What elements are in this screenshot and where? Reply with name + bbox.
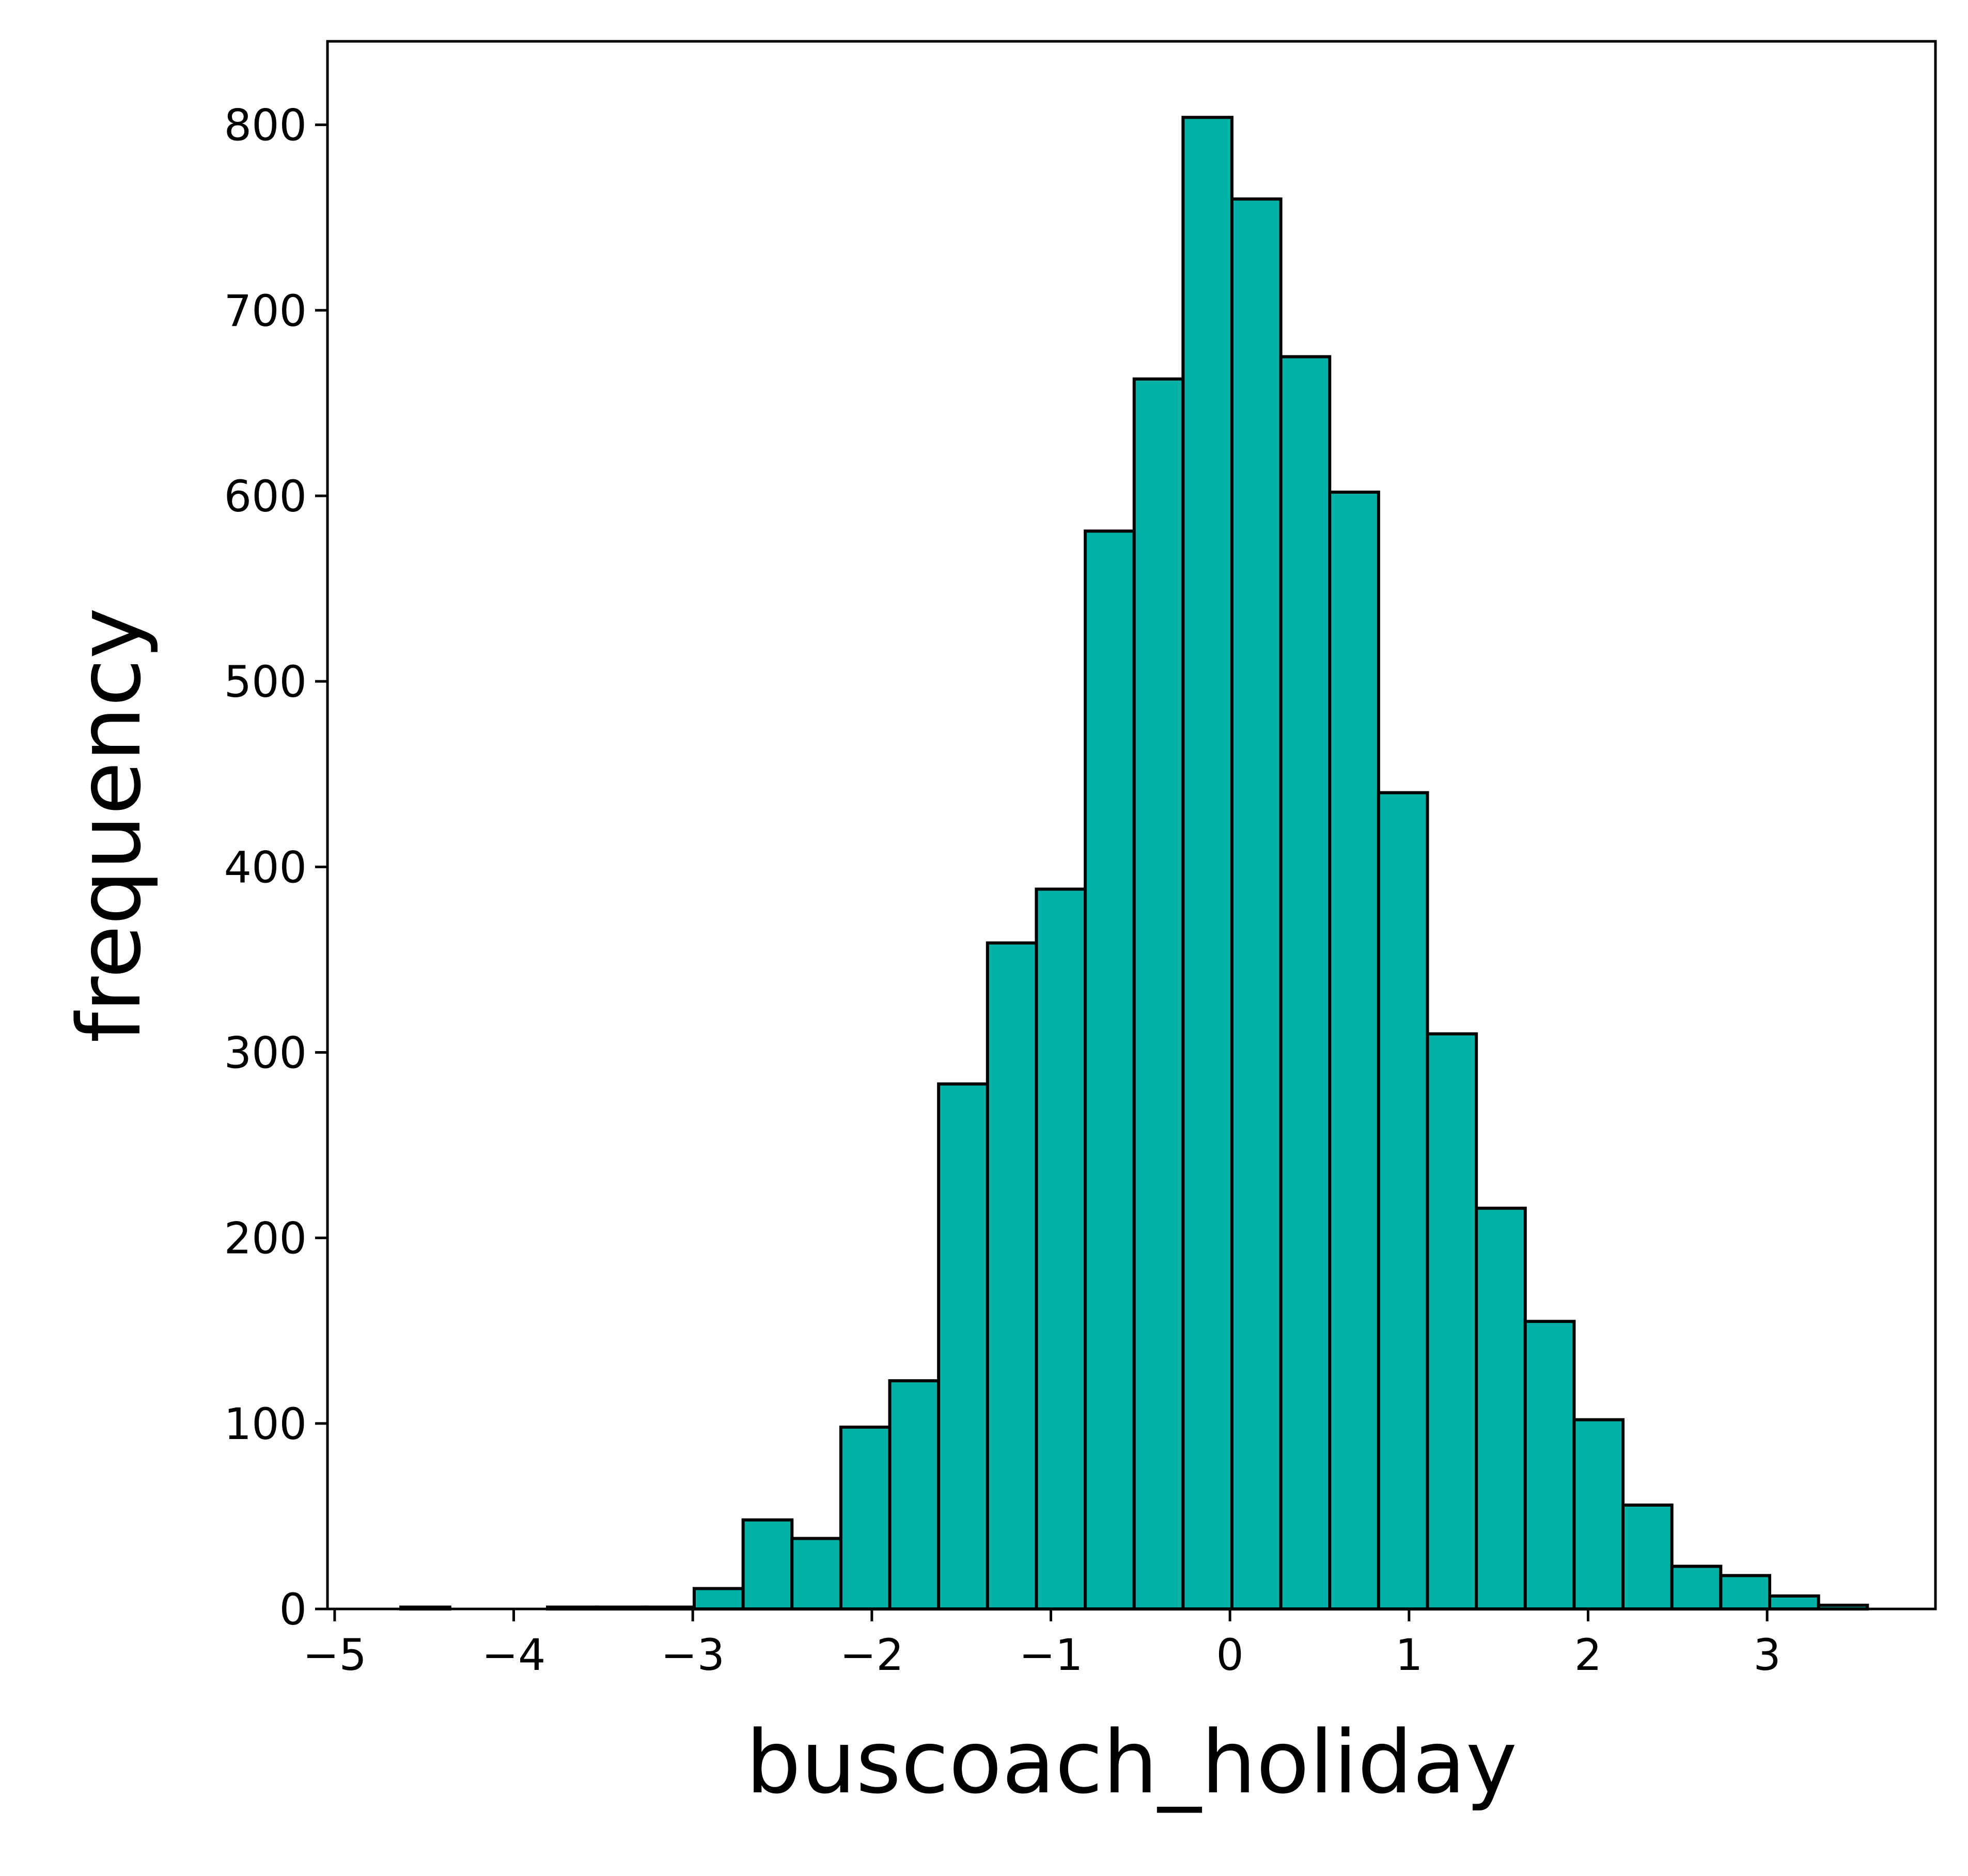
histogram-bar-18 (1279, 355, 1332, 1611)
x-tick-label: 1 (1395, 1630, 1423, 1680)
y-tick-label: 100 (224, 1399, 307, 1449)
histogram-bar-17 (1230, 197, 1283, 1611)
x-tick-label: −4 (482, 1630, 546, 1680)
x-axis: −5 −4 −3 −2 −1 0 1 2 3 (303, 1609, 1781, 1680)
x-tick-label: −5 (303, 1630, 367, 1680)
histogram-bar-25 (1621, 1503, 1674, 1611)
plot-frame (326, 40, 1937, 1611)
histogram-bar-26 (1670, 1565, 1723, 1611)
histogram-bar-7 (741, 1518, 794, 1611)
histogram-bar-6 (692, 1587, 745, 1611)
histogram-bar-21 (1426, 1032, 1478, 1611)
histogram-bar-20 (1377, 791, 1429, 1611)
x-tick-label: −2 (840, 1630, 904, 1680)
y-tick-label: 800 (224, 100, 307, 151)
histogram-bar-11 (937, 1082, 989, 1611)
histogram-bar-14 (1084, 529, 1136, 1611)
y-tick-label: 600 (224, 471, 307, 522)
histogram-bar-27 (1719, 1574, 1771, 1611)
x-tick-label: −1 (1019, 1630, 1083, 1680)
y-tick-label: 700 (224, 286, 307, 336)
y-axis-label: frequency (59, 607, 160, 1043)
x-axis-label: buscoach_holiday (746, 1712, 1517, 1813)
x-tick-label: −3 (661, 1630, 725, 1680)
histogram-bar-9 (839, 1426, 892, 1611)
histogram-bar-23 (1523, 1320, 1576, 1611)
y-tick-label: 200 (224, 1213, 307, 1264)
y-tick-label: 300 (224, 1027, 307, 1078)
histogram-bar-28 (1768, 1594, 1820, 1611)
x-tick-label: 0 (1216, 1630, 1243, 1680)
y-axis: 0 100 200 300 400 500 600 700 800 (224, 100, 327, 1635)
histogram-bar-16 (1181, 116, 1233, 1611)
histogram-bar-19 (1328, 490, 1380, 1611)
histogram-bar-15 (1132, 377, 1185, 1611)
histogram-bar-13 (1035, 887, 1087, 1611)
y-tick-label: 0 (279, 1584, 307, 1635)
histogram-bar-22 (1475, 1207, 1527, 1611)
histogram-bar-24 (1572, 1418, 1625, 1611)
histogram-bars (399, 116, 1869, 1611)
x-tick-label: 2 (1574, 1630, 1602, 1680)
x-tick-label: 3 (1753, 1630, 1780, 1680)
histogram-bar-8 (790, 1537, 842, 1611)
histogram-bar-12 (986, 941, 1038, 1611)
histogram-bar-10 (888, 1379, 941, 1611)
y-tick-label: 500 (224, 656, 307, 707)
y-tick-label: 400 (224, 842, 307, 893)
